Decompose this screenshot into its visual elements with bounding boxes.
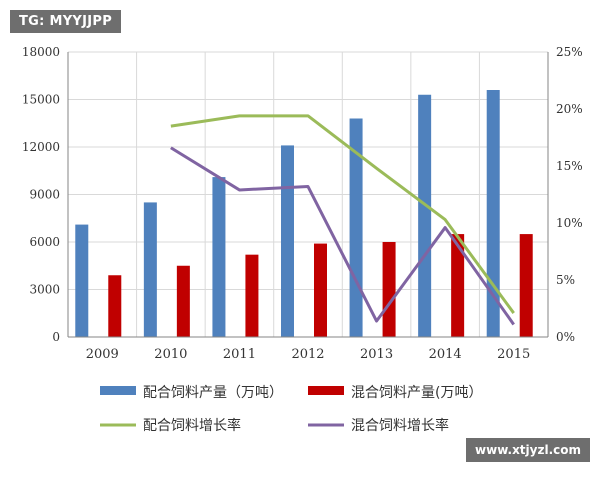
growth-lines (170, 114, 515, 326)
y-tick-label: 9000 (29, 188, 60, 202)
legend-label: 配合饲料增长率 (143, 417, 241, 434)
y2-tick-label: 10% (556, 216, 583, 230)
legend-label: 混合饲料产量(万吨） (351, 385, 482, 401)
watermark-top: TG: MYYJJPP (10, 10, 122, 33)
bar-compound (212, 177, 226, 337)
bar-mixed (245, 254, 259, 337)
bars (75, 90, 533, 337)
legend-label: 配合饲料产量（万吨） (143, 385, 283, 401)
x-tick-label: 2015 (497, 347, 530, 362)
y2-tick-label: 0% (556, 330, 575, 344)
bar-compound (75, 224, 89, 337)
y-tick-label: 12000 (22, 140, 60, 154)
legend-swatch (100, 386, 136, 395)
bar-compound (349, 118, 363, 337)
y2-tick-label: 15% (556, 159, 583, 173)
watermark-bottom: www.xtjyzl.com (466, 438, 590, 462)
gridlines (67, 51, 549, 338)
legend-label: 混合饲料增长率 (351, 417, 449, 434)
bar-mixed (382, 242, 396, 337)
y-tick-label: 18000 (22, 45, 60, 59)
bar-mixed (519, 234, 533, 337)
y2-tick-label: 5% (556, 273, 575, 287)
x-tick-label: 2009 (86, 347, 119, 362)
x-tick-label: 2013 (360, 347, 393, 362)
y-tick-label: 15000 (22, 93, 60, 107)
line-mixed-growth (170, 146, 515, 326)
x-tick-label: 2014 (429, 347, 462, 362)
axes: 0 3000 6000 9000 12000 15000 18000 0% 5% 10% 15% 20… (22, 45, 583, 362)
bar-compound (281, 145, 294, 337)
y-tick-label: 3000 (29, 283, 60, 297)
x-tick-label: 2012 (291, 347, 324, 362)
bar-compound (486, 90, 500, 337)
legend-swatch (308, 386, 344, 395)
bar-mixed (314, 243, 327, 337)
y2-tick-label: 25% (556, 45, 583, 59)
x-tick-label: 2010 (154, 347, 187, 362)
legend: 配合饲料产量（万吨） 混合饲料产量(万吨） 配合饲料增长率 混合饲料增长率 (100, 385, 482, 434)
y-tick-label: 0 (52, 330, 60, 344)
y2-tick-label: 20% (556, 102, 583, 116)
y-tick-label: 6000 (29, 235, 60, 249)
bar-mixed (176, 265, 190, 337)
line-compound-growth (170, 114, 515, 314)
bar-mixed (108, 275, 122, 337)
x-tick-label: 2011 (223, 347, 256, 362)
bar-mixed (451, 234, 465, 337)
bar-compound (143, 202, 157, 337)
bar-compound (418, 94, 432, 337)
